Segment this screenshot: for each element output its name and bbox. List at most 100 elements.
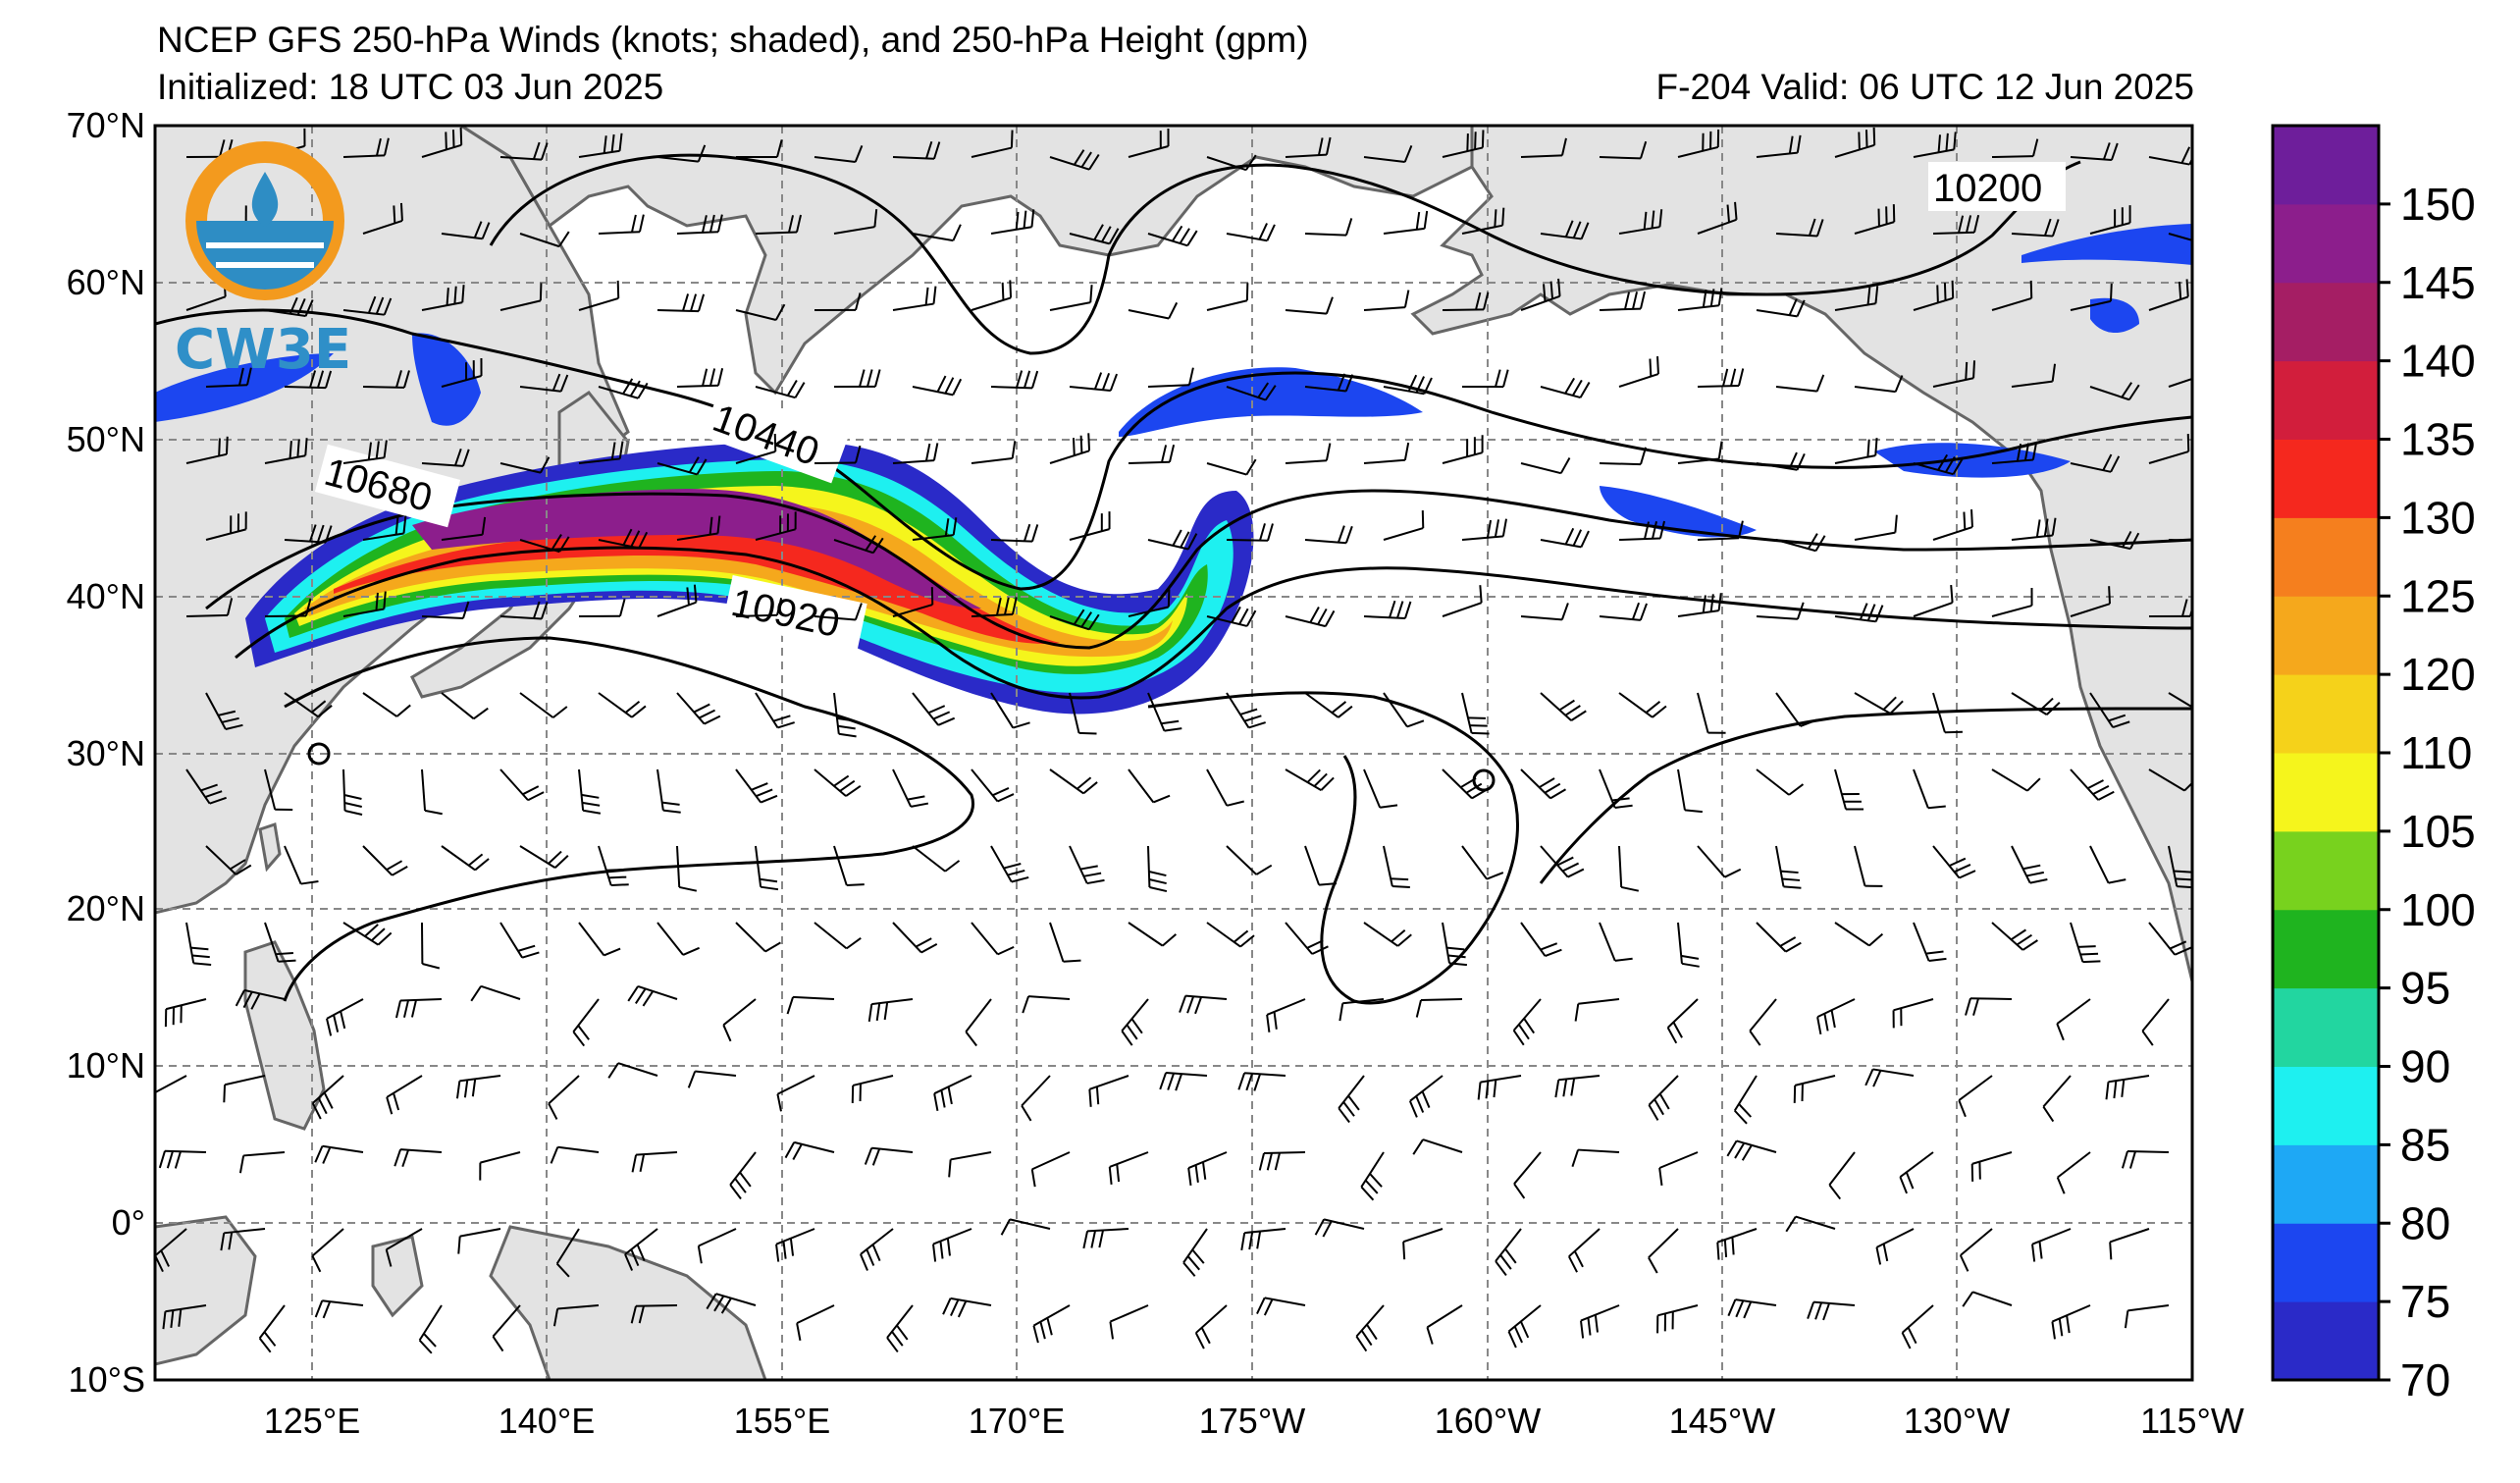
wind-barb (598, 378, 649, 399)
colorbar-swatch (2273, 753, 2379, 832)
wind-barb (1666, 998, 1699, 1044)
colorbar-label: 85 (2400, 1119, 2450, 1170)
wind-barb (656, 456, 708, 476)
wind-barb (479, 1151, 521, 1181)
wind-barb (833, 535, 884, 555)
wind-barb (578, 280, 620, 311)
wind-barb (971, 441, 1017, 464)
wind-barb (264, 438, 308, 464)
valid-time: F-204 Valid: 06 UTC 12 Jun 2025 (1655, 67, 2194, 107)
wind-barb (990, 845, 1029, 883)
wind-barb (1756, 602, 1805, 620)
colorbar-label: 130 (2400, 492, 2476, 543)
wind-barb (1304, 218, 1353, 237)
wind-barb (1109, 1304, 1149, 1340)
wind-barb (1899, 1151, 1934, 1194)
colorbar-swatch (2273, 830, 2379, 911)
wind-barb (627, 984, 678, 1007)
wind-barb (185, 922, 212, 966)
wind-barb (2031, 1228, 2072, 1262)
wind-barb (1442, 291, 1490, 311)
wind-barb (971, 597, 1018, 617)
wind-barb (2070, 586, 2112, 617)
lon-label-130w: 130°W (1904, 1401, 2010, 1441)
lon-label-160w: 160°W (1435, 1401, 1541, 1441)
wind-barb (385, 1228, 423, 1267)
wind-barb (2011, 692, 2061, 715)
wind-barb (1304, 845, 1338, 886)
wind-barb (1461, 369, 1509, 389)
colorbar-label: 120 (2400, 649, 2476, 700)
wind-barb (735, 922, 781, 953)
wind-barb (1618, 845, 1640, 892)
wind-barb (1226, 382, 1277, 401)
wind-barb (1206, 922, 1255, 948)
wind-barb (1618, 209, 1663, 235)
wind-barb (499, 456, 551, 474)
wind-barb (1256, 1297, 1306, 1316)
wind-barb (1658, 1151, 1699, 1186)
lon-label-115w: 115°W (2140, 1401, 2244, 1441)
wind-barb (1304, 525, 1353, 545)
wind-barb (1520, 768, 1567, 800)
wind-barb (892, 140, 941, 160)
wind-barb (814, 144, 864, 164)
wind-barb (1442, 435, 1484, 464)
wind-barb (1991, 138, 2039, 158)
wind-barb (814, 922, 862, 950)
wind-barb (2089, 530, 2140, 551)
wind-barb (421, 285, 465, 311)
wind-barb (656, 293, 706, 313)
jet-shade-bc (2090, 297, 2139, 334)
wind-barb (362, 692, 411, 717)
wind-barb (886, 1304, 914, 1353)
wind-barb (1442, 922, 1468, 967)
wind-barb (687, 1070, 737, 1088)
colorbar-label: 145 (2400, 257, 2476, 308)
wind-barb (342, 922, 393, 946)
wind-barb (735, 433, 777, 464)
wind-barb (676, 845, 698, 892)
wind-barb (1402, 1228, 1444, 1260)
colorbar-swatch (2273, 596, 2379, 675)
wind-barb (1834, 603, 1884, 623)
wind-barb (1618, 692, 1667, 718)
wind-barb (2011, 218, 2060, 238)
label-bg-10680 (314, 444, 461, 528)
wind-barb (676, 368, 724, 388)
wind-barb (441, 845, 490, 872)
wind-barb (1442, 130, 1485, 158)
droplet-icon (251, 172, 279, 228)
wind-barb (971, 768, 1015, 803)
wind-barb (1049, 922, 1081, 963)
wind-barb (676, 692, 721, 725)
wind-barb (786, 995, 835, 1015)
jet-shade-gulf-alaska (1600, 486, 1757, 538)
colorbar-label: 70 (2400, 1354, 2450, 1405)
wind-barb (2168, 233, 2192, 241)
wind-barb (860, 1228, 894, 1271)
wind-barb (1426, 1304, 1463, 1345)
wind-barb (755, 692, 795, 729)
wind-barb (814, 445, 862, 464)
lon-labels: 125°E 140°E 155°E 170°E 175°W 160°W 145°… (264, 1401, 2244, 1441)
wind-barb (1913, 280, 1955, 311)
wind-barb (1785, 1215, 1836, 1233)
wind-barb (1854, 692, 1904, 715)
wind-barb (796, 1304, 835, 1342)
wind-barb (1383, 845, 1410, 888)
wind-barb (1958, 1075, 1993, 1118)
wind-barb (1206, 283, 1249, 311)
wind-barb (990, 523, 1039, 543)
wind-barb (421, 601, 470, 620)
wind-barb (223, 1075, 266, 1103)
wind-barb (1932, 692, 1963, 734)
wind-barb (1069, 511, 1111, 541)
lon-label-145w: 145°W (1669, 1401, 1775, 1441)
wind-barb (706, 1293, 757, 1314)
wind-barb (1069, 845, 1105, 885)
wind-barb (1360, 1151, 1385, 1201)
wind-barb (1128, 444, 1176, 464)
contour-10680 (205, 489, 2192, 650)
wind-barb (578, 922, 621, 957)
